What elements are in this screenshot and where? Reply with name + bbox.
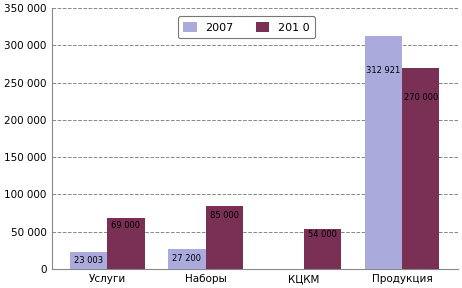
- Bar: [365, 36, 402, 269]
- Text: 270 000: 270 000: [404, 94, 438, 103]
- Bar: [70, 252, 107, 269]
- Bar: [304, 229, 341, 269]
- Text: 312 921: 312 921: [366, 66, 401, 75]
- Legend: 2007, 201 0: 2007, 201 0: [178, 16, 316, 38]
- Text: 85 000: 85 000: [210, 211, 239, 220]
- Text: 54 000: 54 000: [308, 230, 337, 239]
- Text: 27 200: 27 200: [172, 254, 201, 263]
- Bar: [107, 217, 145, 269]
- Text: 69 000: 69 000: [111, 221, 140, 230]
- Bar: [168, 249, 206, 269]
- Bar: [206, 206, 243, 269]
- Text: 23 003: 23 003: [74, 256, 103, 265]
- Bar: [402, 68, 439, 269]
